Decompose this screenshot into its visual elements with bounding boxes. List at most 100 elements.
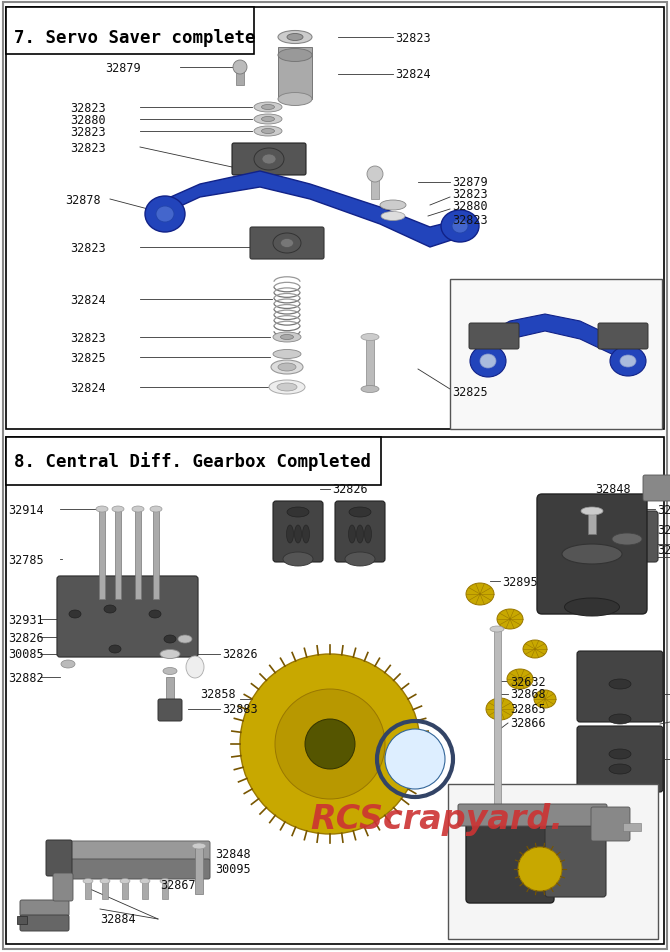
Ellipse shape <box>507 669 533 689</box>
Bar <box>494 629 501 809</box>
Ellipse shape <box>620 356 636 367</box>
Ellipse shape <box>186 656 204 678</box>
Ellipse shape <box>281 335 293 340</box>
Ellipse shape <box>96 506 108 512</box>
Ellipse shape <box>273 332 301 343</box>
Bar <box>135 509 141 600</box>
Ellipse shape <box>271 361 303 374</box>
Ellipse shape <box>262 155 276 165</box>
Ellipse shape <box>278 364 296 371</box>
Ellipse shape <box>178 635 192 644</box>
Text: 30095: 30095 <box>215 863 251 876</box>
Ellipse shape <box>581 507 603 515</box>
FancyBboxPatch shape <box>46 840 72 876</box>
Ellipse shape <box>287 526 293 544</box>
Ellipse shape <box>562 545 622 565</box>
Bar <box>371 176 379 200</box>
Text: 32878: 32878 <box>65 193 100 207</box>
Bar <box>588 509 596 534</box>
Text: 32823: 32823 <box>70 141 106 154</box>
FancyBboxPatch shape <box>335 502 385 563</box>
Circle shape <box>518 847 562 891</box>
Ellipse shape <box>466 584 494 605</box>
FancyBboxPatch shape <box>597 511 658 563</box>
Polygon shape <box>148 171 470 248</box>
Ellipse shape <box>61 661 75 668</box>
Ellipse shape <box>273 234 301 254</box>
Ellipse shape <box>381 212 405 221</box>
Text: 32880: 32880 <box>452 200 488 213</box>
Bar <box>162 879 168 899</box>
Ellipse shape <box>149 610 161 619</box>
FancyBboxPatch shape <box>537 494 647 614</box>
Ellipse shape <box>100 879 110 883</box>
FancyBboxPatch shape <box>577 651 663 723</box>
FancyBboxPatch shape <box>66 842 210 862</box>
Ellipse shape <box>497 609 523 629</box>
FancyBboxPatch shape <box>591 807 630 842</box>
Text: 32823: 32823 <box>70 102 106 114</box>
Ellipse shape <box>145 197 185 232</box>
Bar <box>166 677 174 700</box>
Text: 32848: 32848 <box>215 847 251 861</box>
Text: RCScrapyard.: RCScrapyard. <box>310 803 563 836</box>
FancyBboxPatch shape <box>598 324 648 349</box>
FancyBboxPatch shape <box>469 324 519 349</box>
Ellipse shape <box>109 645 121 653</box>
FancyBboxPatch shape <box>250 228 324 260</box>
FancyBboxPatch shape <box>466 820 554 903</box>
Ellipse shape <box>140 879 150 883</box>
Bar <box>278 48 312 100</box>
Ellipse shape <box>345 552 375 566</box>
Text: 8. Central Diff. Gearbox Completed: 8. Central Diff. Gearbox Completed <box>14 452 371 471</box>
FancyBboxPatch shape <box>273 502 323 563</box>
Text: 32823: 32823 <box>395 31 431 45</box>
FancyBboxPatch shape <box>643 475 670 502</box>
Ellipse shape <box>470 346 506 378</box>
Ellipse shape <box>156 207 174 223</box>
Ellipse shape <box>254 127 282 137</box>
Bar <box>448 784 658 939</box>
Bar <box>102 879 108 899</box>
Ellipse shape <box>565 599 620 616</box>
Ellipse shape <box>380 201 406 210</box>
Text: 32848: 32848 <box>657 543 670 556</box>
Text: 32931: 32931 <box>8 613 44 625</box>
Ellipse shape <box>609 749 631 759</box>
FancyBboxPatch shape <box>20 900 69 916</box>
Ellipse shape <box>534 690 556 708</box>
Ellipse shape <box>132 506 144 512</box>
Bar <box>153 509 159 600</box>
FancyBboxPatch shape <box>458 804 607 826</box>
Text: 32825: 32825 <box>452 387 488 399</box>
Ellipse shape <box>150 506 162 512</box>
Circle shape <box>385 729 445 789</box>
Text: 32826: 32826 <box>8 631 44 644</box>
Text: 32879: 32879 <box>452 176 488 189</box>
Ellipse shape <box>278 93 312 107</box>
Ellipse shape <box>261 117 275 123</box>
Text: 32848: 32848 <box>595 483 630 496</box>
Ellipse shape <box>192 843 206 849</box>
Bar <box>99 509 105 600</box>
Ellipse shape <box>254 149 284 170</box>
Bar <box>6 438 381 486</box>
Ellipse shape <box>254 115 282 125</box>
Text: 32858: 32858 <box>200 687 236 701</box>
Ellipse shape <box>160 650 180 659</box>
Ellipse shape <box>348 526 356 544</box>
FancyBboxPatch shape <box>232 144 306 176</box>
Text: 32823: 32823 <box>452 213 488 227</box>
Bar <box>115 509 121 600</box>
Circle shape <box>305 720 355 769</box>
Bar <box>6 438 664 944</box>
Bar <box>623 823 641 831</box>
Text: 32865: 32865 <box>510 703 545 716</box>
Ellipse shape <box>364 526 371 544</box>
Ellipse shape <box>83 879 93 883</box>
FancyBboxPatch shape <box>20 915 69 931</box>
Text: 32825: 32825 <box>70 351 106 364</box>
Ellipse shape <box>523 641 547 659</box>
Text: 32632: 32632 <box>510 675 545 687</box>
Circle shape <box>240 654 420 834</box>
